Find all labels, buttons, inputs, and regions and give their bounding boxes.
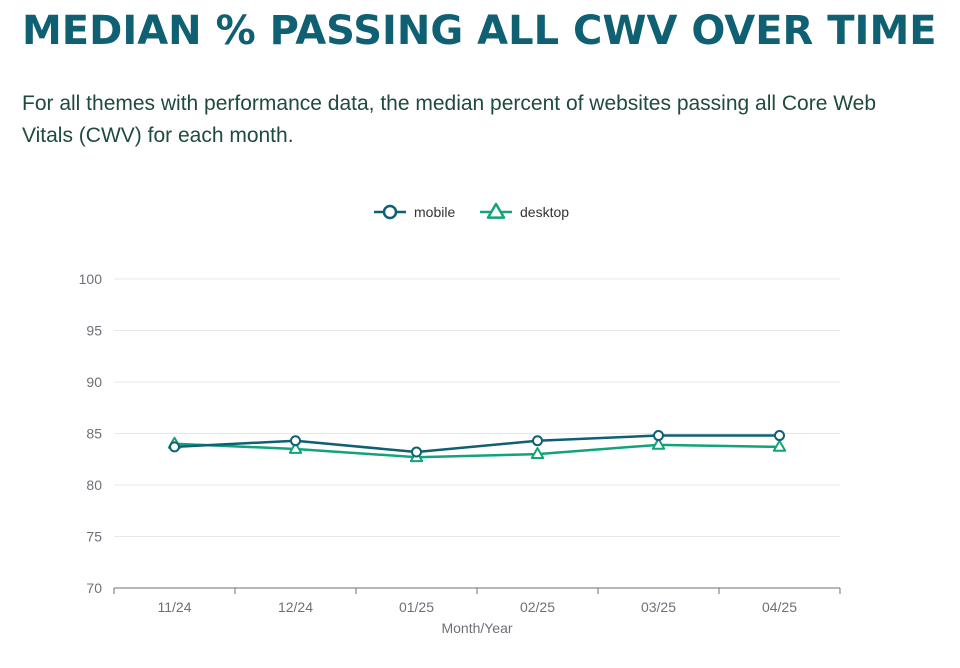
legend-item-mobile[interactable]: mobile <box>374 204 455 220</box>
desktop-line <box>174 442 780 459</box>
mobile-point <box>169 441 180 453</box>
chart-gridlines <box>114 278 840 537</box>
y-tick-label: 90 <box>86 374 102 390</box>
x-tick-label: 11/24 <box>158 599 192 615</box>
legend-label: desktop <box>520 204 569 220</box>
page-subtitle: For all themes with performance data, th… <box>22 92 877 147</box>
x-tick-label: 04/25 <box>762 599 797 615</box>
page-title: MEDIAN % PASSING ALL CWV OVER TIME <box>22 8 937 54</box>
legend-triangle-icon <box>486 202 506 219</box>
mobile-point <box>290 435 301 447</box>
x-axis: 11/24 12/24 01/25 02/25 03/25 04/25 Month/Year <box>113 587 841 636</box>
mobile-point <box>532 435 543 447</box>
mobile-point <box>411 446 422 458</box>
y-tick-label: 75 <box>86 529 102 545</box>
x-axis-title: Month/Year <box>441 620 512 636</box>
chart-series <box>167 430 787 463</box>
x-tick-label: 12/24 <box>278 599 313 615</box>
x-tick-label: 01/25 <box>399 599 434 615</box>
mobile-point <box>653 430 664 442</box>
mobile-line <box>174 434 780 454</box>
series-mobile <box>169 430 785 458</box>
y-tick-label: 85 <box>86 426 102 442</box>
y-tick-label: 95 <box>86 323 102 339</box>
legend-label: mobile <box>414 204 455 220</box>
chart-legend[interactable]: mobile desktop <box>374 202 569 220</box>
desktop-point <box>530 447 545 459</box>
y-tick-label: 70 <box>86 580 102 596</box>
desktop-point <box>288 441 303 454</box>
y-tick-label: 100 <box>79 271 103 287</box>
mobile-point <box>774 430 785 442</box>
x-tick-label: 03/25 <box>641 599 676 615</box>
legend-circle-icon <box>382 204 398 220</box>
desktop-point <box>651 437 666 450</box>
y-tick-label: 80 <box>86 477 102 493</box>
y-axis: 70 75 80 85 90 95 100 <box>79 271 103 596</box>
legend-item-desktop[interactable]: desktop <box>480 202 569 220</box>
desktop-point <box>772 439 787 452</box>
x-tick-label: 02/25 <box>520 599 555 615</box>
